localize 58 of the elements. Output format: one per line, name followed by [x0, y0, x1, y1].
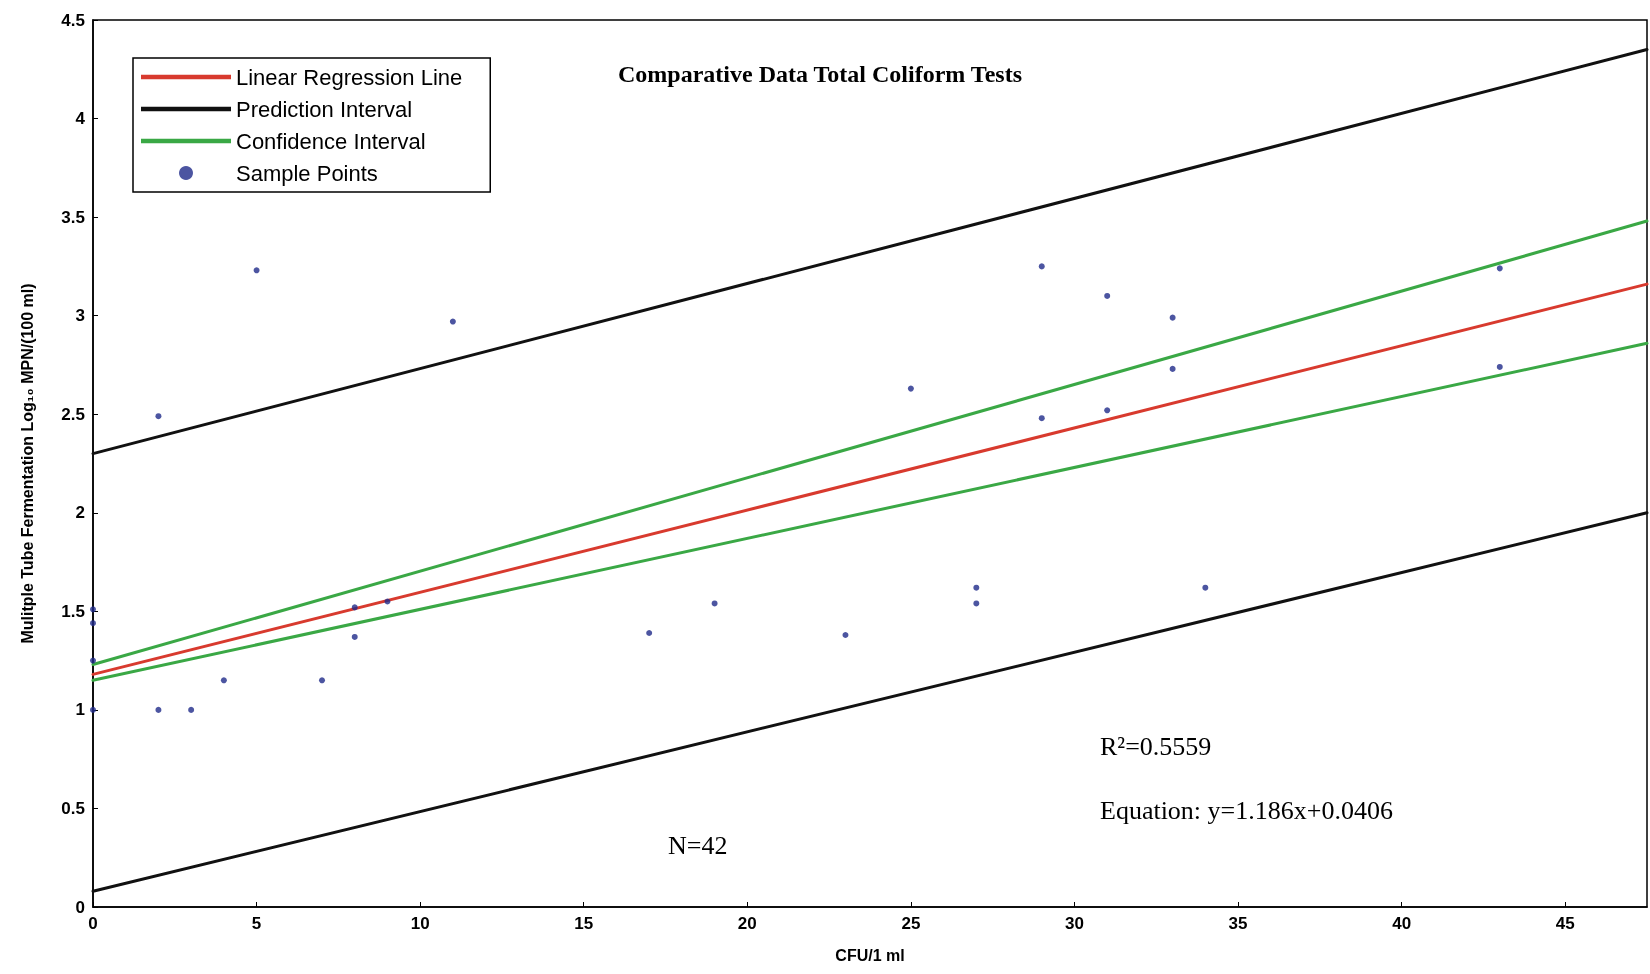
point [1169, 365, 1176, 372]
y-tick-label: 4 [75, 109, 86, 129]
y-tick-label: 4.5 [61, 10, 85, 30]
legend-label: Prediction Interval [236, 96, 413, 122]
point [90, 606, 96, 613]
x-tick-label: 0 [88, 914, 98, 933]
y-axis-title: Mulitple Tube Fermentation Log₁₀ MPN/(100 ml) [18, 283, 36, 644]
point [449, 318, 456, 325]
x-tick-label: 40 [1392, 914, 1412, 933]
y-tick-label: 2 [75, 503, 85, 523]
point [319, 677, 326, 684]
point [220, 677, 227, 684]
point [155, 706, 162, 713]
x-tick-label: 35 [1228, 914, 1248, 933]
x-tick-label: 20 [737, 914, 757, 933]
y-tick-label: 3 [75, 306, 85, 326]
point [1038, 415, 1045, 422]
text: Comparative Data Total Coliform Tests [618, 61, 1022, 87]
y-tick-label: 0.5 [61, 798, 85, 818]
point [907, 385, 914, 392]
point [1169, 314, 1176, 321]
legend-label: Confidence Interval [236, 128, 426, 154]
point [1202, 584, 1209, 591]
y-tick-label: 3.5 [61, 207, 85, 227]
point [90, 657, 96, 664]
legend-label: Linear Regression Line [236, 64, 463, 90]
x-tick-label: 15 [574, 914, 594, 933]
x-tick-label: 30 [1065, 914, 1084, 933]
y-tick-label: 2.5 [61, 404, 85, 424]
y-tick-label: 1 [75, 700, 85, 720]
point [384, 598, 391, 605]
point [1496, 265, 1503, 272]
point [253, 267, 260, 274]
y-tick-label: 0 [75, 897, 85, 917]
x-tick-label: 25 [901, 914, 921, 933]
legend-label: Sample Points [236, 160, 378, 186]
point [646, 630, 653, 637]
x-tick-label: 10 [410, 914, 430, 933]
y-tick-label: 1.5 [61, 601, 85, 621]
point [90, 620, 96, 627]
x-tick-label: 45 [1555, 914, 1575, 933]
annotation: N=42 [668, 830, 728, 860]
point [973, 584, 980, 591]
point [1496, 363, 1503, 370]
point [188, 706, 195, 713]
point [155, 413, 162, 420]
point [1104, 407, 1111, 414]
annotation: R²=0.5559 [1100, 731, 1212, 761]
point [842, 631, 849, 638]
point [711, 600, 718, 607]
x-axis-title: CFU/1 ml [835, 946, 905, 964]
point [1038, 263, 1045, 270]
point [1104, 292, 1111, 299]
annotation: Equation: y=1.186x+0.0406 [1100, 795, 1393, 825]
point [351, 604, 358, 611]
point [90, 706, 96, 713]
point [351, 633, 358, 640]
x-tick-label: 5 [251, 914, 262, 933]
